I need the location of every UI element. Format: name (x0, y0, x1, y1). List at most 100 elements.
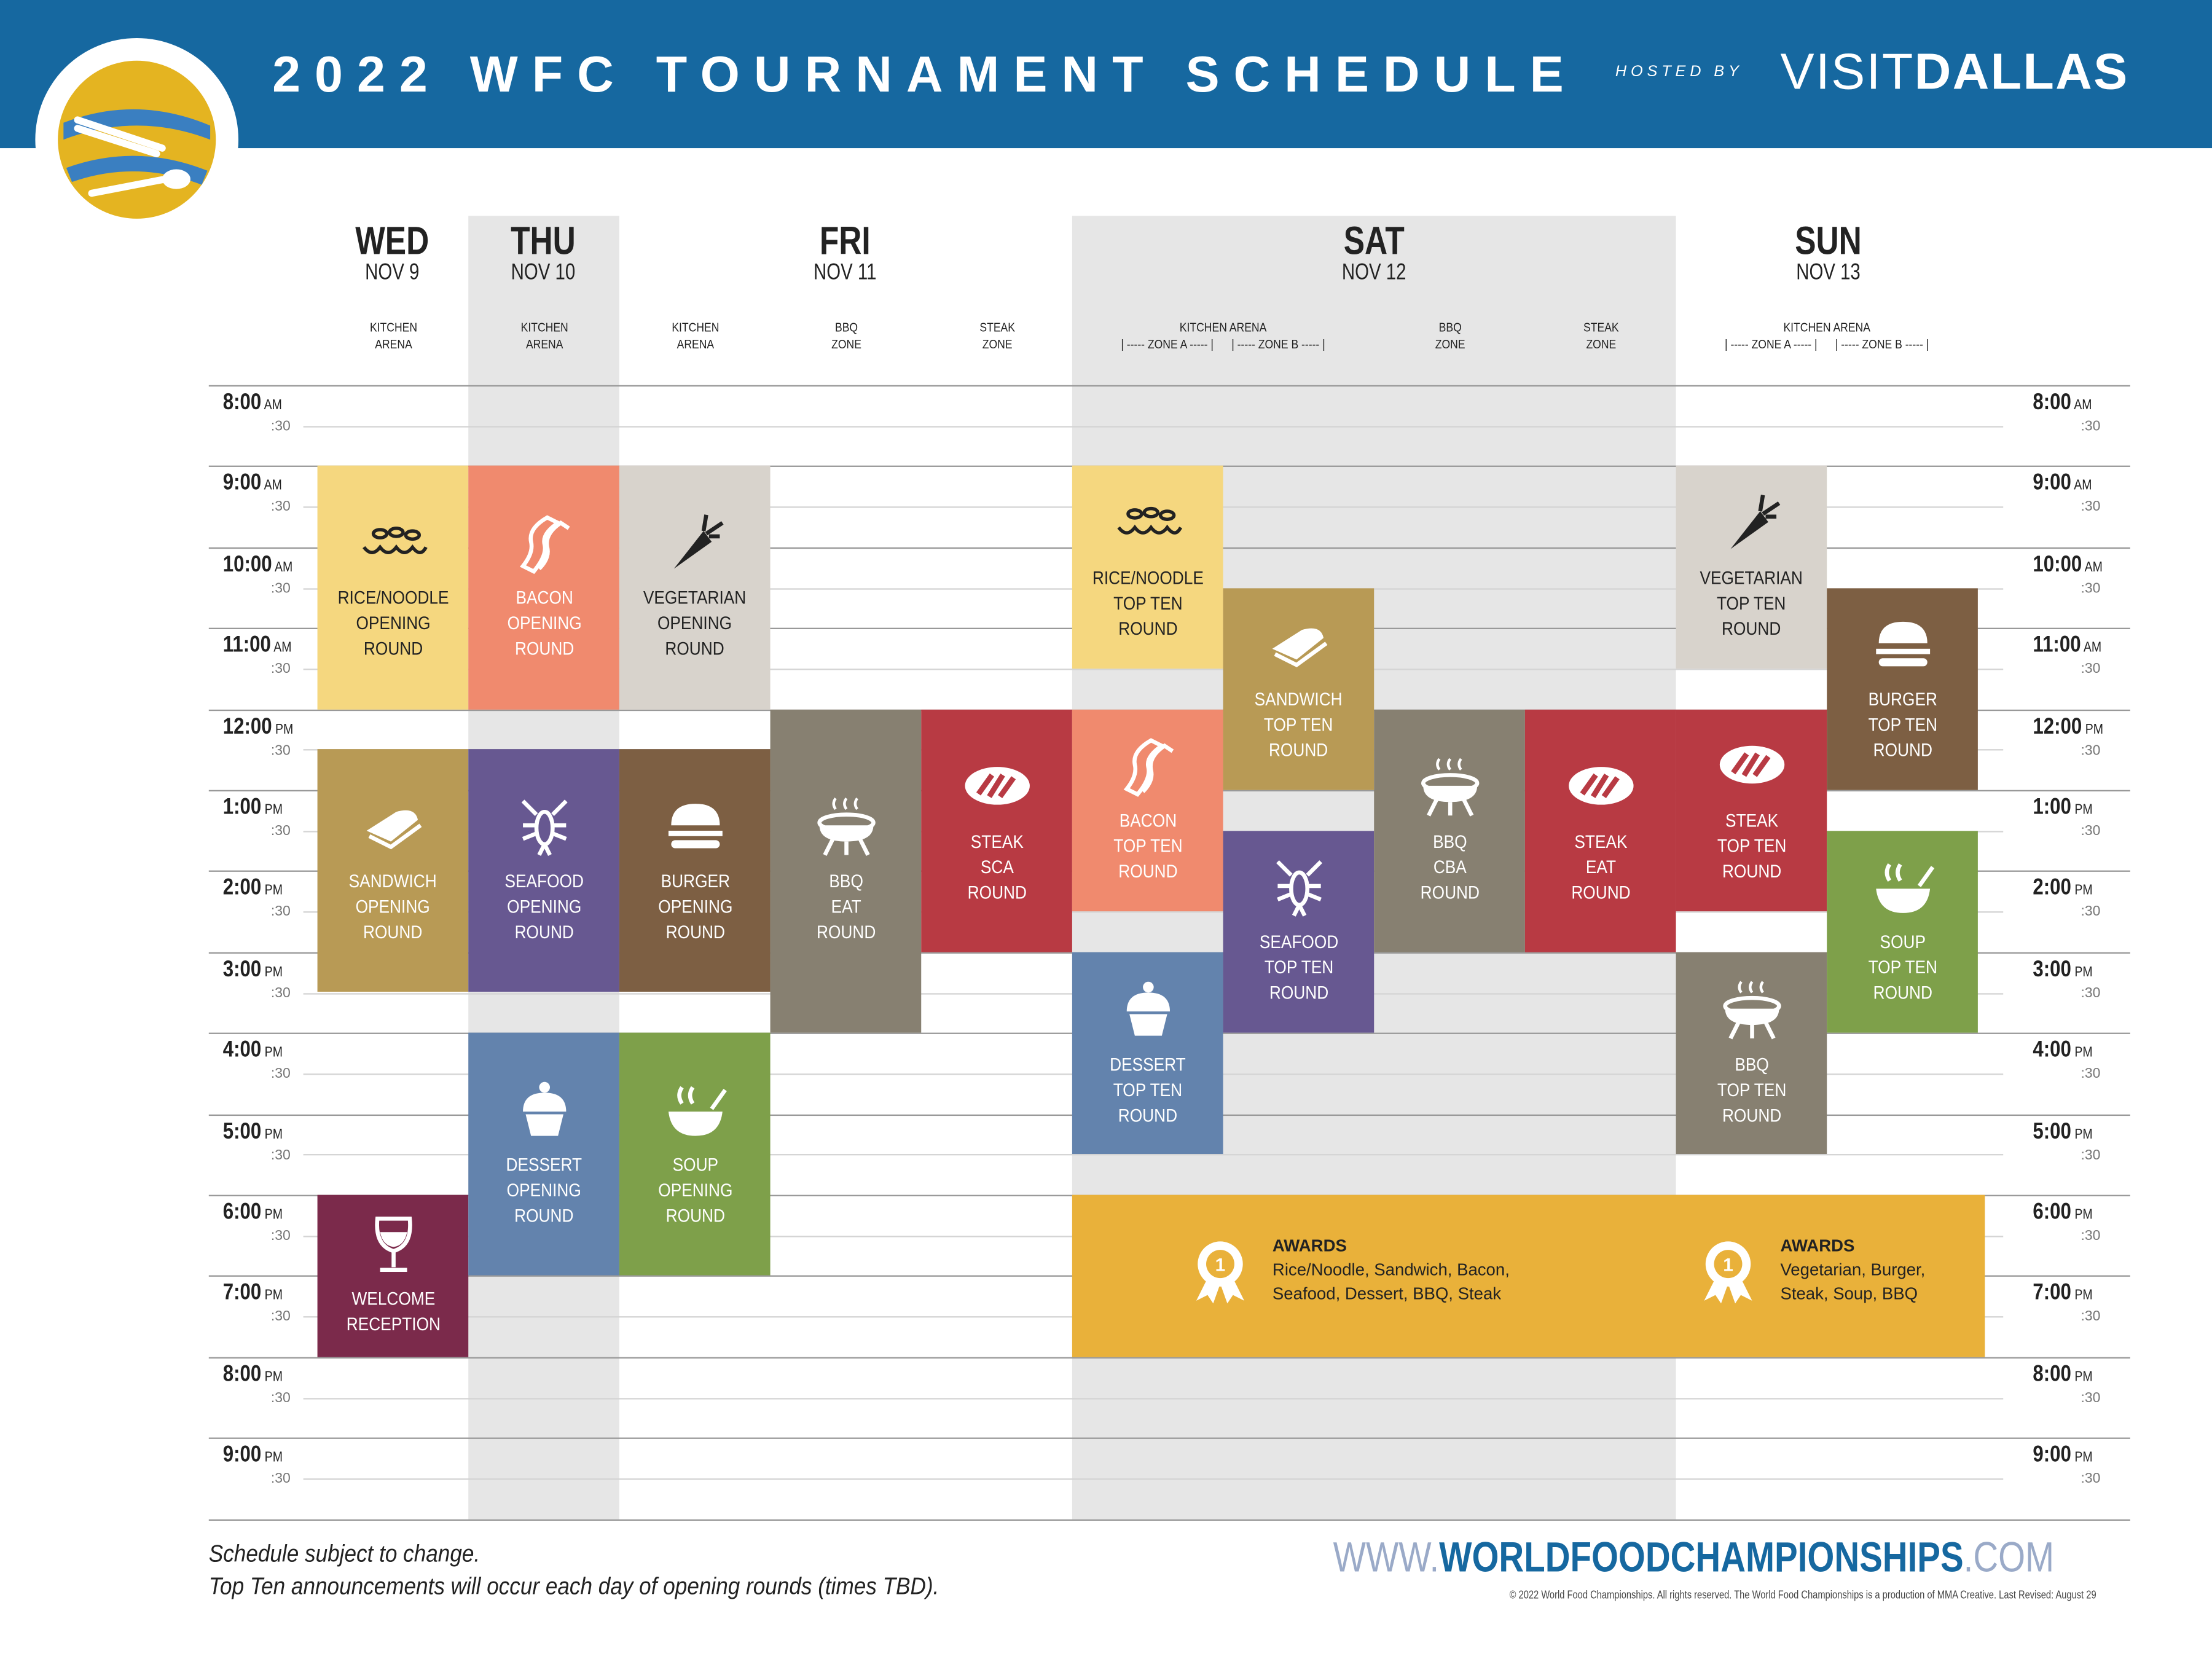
event-block[interactable]: DESSERT OPENING ROUND (468, 1033, 619, 1276)
event-block[interactable]: WELCOME RECEPTION (317, 1194, 469, 1357)
half-hour-label: :30 (270, 823, 291, 840)
event-block[interactable]: SANDWICH OPENING ROUND (317, 749, 469, 993)
ampm: PM (2071, 1369, 2093, 1386)
award-ribbon-icon: 1 (1196, 1241, 1245, 1303)
ampm: AM (2071, 398, 2092, 414)
event-label: SEAFOOD TOP TEN ROUND (1259, 931, 1338, 1004)
event-block[interactable]: DESSERT TOP TEN ROUND (1072, 952, 1223, 1155)
ampm: PM (2071, 1207, 2093, 1223)
event-block[interactable]: SEAFOOD TOP TEN ROUND (1223, 830, 1375, 1033)
event-label: SEAFOOD OPENING ROUND (504, 871, 584, 943)
event-label: RICE/NOODLE OPENING ROUND (337, 587, 449, 660)
half-hour-label: :30 (2081, 418, 2101, 435)
ampm: PM (2071, 1045, 2093, 1061)
event-label: WELCOME RECEPTION (345, 1288, 441, 1335)
event-block[interactable]: BACON TOP TEN ROUND (1072, 708, 1223, 912)
ampm: PM (261, 964, 283, 981)
day-name: SUN (1795, 218, 1862, 263)
half-hour-label: :30 (270, 500, 291, 516)
day-date: NOV 9 (365, 261, 420, 285)
hour: 11:00 (2033, 633, 2081, 658)
hour: 5:00 (2033, 1120, 2071, 1144)
day-header-sun: SUN NOV 13 (1744, 219, 1913, 286)
footer-note-topten: Top Ten announcements will occur each da… (208, 1572, 939, 1600)
event-block[interactable]: BACON OPENING ROUND (468, 466, 619, 709)
event-block[interactable]: VEGETARIAN TOP TEN ROUND (1676, 466, 1827, 669)
event-block[interactable]: SOUP OPENING ROUND (619, 1033, 771, 1276)
ampm: PM (2071, 1450, 2093, 1466)
half-hour-line (303, 669, 2004, 670)
ampm: PM (2071, 1126, 2093, 1142)
event-block[interactable]: SOUP TOP TEN ROUND (1827, 830, 1978, 1033)
event-block[interactable]: BURGER OPENING ROUND (619, 749, 771, 993)
event-label: DESSERT OPENING ROUND (506, 1154, 582, 1226)
day-date: NOV 10 (511, 261, 576, 285)
half-hour-label: :30 (270, 1472, 291, 1488)
noodles-icon (361, 527, 427, 555)
event-block[interactable]: SANDWICH TOP TEN ROUND (1223, 587, 1375, 790)
hour: 9:00 (222, 1443, 262, 1468)
page-title: 2022 WFC TOURNAMENT SCHEDULE (272, 45, 1578, 103)
day-date: NOV 13 (1796, 261, 1861, 285)
half-hour-label: :30 (2081, 1228, 2101, 1245)
hour: 2:00 (222, 876, 262, 901)
hosted-by-label: HOSTED BY (1615, 63, 1743, 80)
bacon-icon (1123, 739, 1174, 798)
hour: 8:00 (222, 390, 262, 415)
event-label: SOUP TOP TEN ROUND (1867, 931, 1937, 1004)
half-hour-line (303, 1478, 2004, 1480)
sandwich-icon (1271, 629, 1327, 668)
time-label-left: 9:00 AM (223, 472, 282, 497)
half-hour-label: :30 (2081, 1309, 2101, 1325)
venue-label: KITCHEN ARENA | ----- ZONE A ----- | | -… (1121, 320, 1325, 351)
awards-title: AWARDS (1780, 1236, 1855, 1256)
half-hour-label: :30 (270, 743, 291, 759)
event-label: BACON TOP TEN ROUND (1113, 810, 1182, 882)
ampm: PM (261, 1207, 283, 1223)
event-block[interactable]: RICE/NOODLE OPENING ROUND (317, 466, 469, 709)
ampm: AM (2071, 479, 2092, 495)
carrot-icon (1730, 495, 1780, 549)
hour: 8:00 (2033, 390, 2071, 415)
venue-label: KITCHEN ARENA (671, 320, 719, 351)
event-block[interactable]: STEAK EAT ROUND (1524, 708, 1676, 952)
lobster-icon (1275, 861, 1322, 917)
day-name: WED (355, 218, 429, 263)
half-hour-label: :30 (270, 904, 291, 920)
event-block[interactable]: SEAFOOD OPENING ROUND (468, 749, 619, 993)
ampm: AM (261, 398, 282, 414)
half-hour-label: :30 (2081, 1147, 2101, 1164)
half-hour-line (303, 1154, 2004, 1156)
venue-label: BBQ ZONE (1434, 320, 1465, 351)
event-block[interactable]: BBQ TOP TEN ROUND (1676, 952, 1827, 1155)
hour: 9:00 (2033, 471, 2071, 496)
event-block[interactable]: BBQ CBA ROUND (1374, 708, 1525, 952)
hour-line (208, 1518, 2130, 1521)
awards-text: AWARDS Vegetarian, Burger, Steak, Soup, B… (1780, 1234, 1975, 1306)
time-label-left: 8:00 PM (223, 1362, 283, 1387)
hour: 12:00 (222, 715, 272, 739)
grill-icon (1420, 757, 1479, 816)
hour: 10:00 (222, 552, 272, 577)
awards-title: AWARDS (1272, 1236, 1347, 1256)
hour: 12:00 (2033, 715, 2082, 739)
event-block[interactable]: BURGER TOP TEN ROUND (1827, 587, 1978, 790)
time-label-left: 5:00 PM (223, 1120, 283, 1145)
day-header-wed: WED NOV 9 (308, 219, 477, 286)
awards-text: AWARDS Rice/Noodle, Sandwich, Bacon, Seaf… (1273, 1234, 1566, 1306)
steak-icon (1719, 746, 1784, 785)
event-label: BURGER TOP TEN ROUND (1867, 688, 1937, 761)
website-link[interactable]: WWW.WORLDFOODCHAMPIONSHIPS.COM (1333, 1535, 2054, 1583)
lobster-icon (520, 800, 567, 857)
award-ribbon-icon: 1 (1704, 1241, 1752, 1303)
awards-left: 1 AWARDS Rice/Noodle, Sandwich, Bacon, Sea… (1185, 1234, 1566, 1306)
url-prefix: WWW. (1333, 1534, 1440, 1582)
event-block[interactable]: VEGETARIAN OPENING ROUND (619, 466, 771, 709)
wfc-logo (35, 37, 239, 241)
event-block[interactable]: STEAK SCA ROUND (921, 708, 1072, 952)
event-block[interactable]: BBQ EAT ROUND (770, 708, 922, 1033)
event-block[interactable]: STEAK TOP TEN ROUND (1676, 708, 1827, 912)
hour: 7:00 (2033, 1281, 2071, 1306)
event-block[interactable]: RICE/NOODLE TOP TEN ROUND (1072, 466, 1223, 669)
time-label-left: 4:00 PM (223, 1038, 283, 1064)
